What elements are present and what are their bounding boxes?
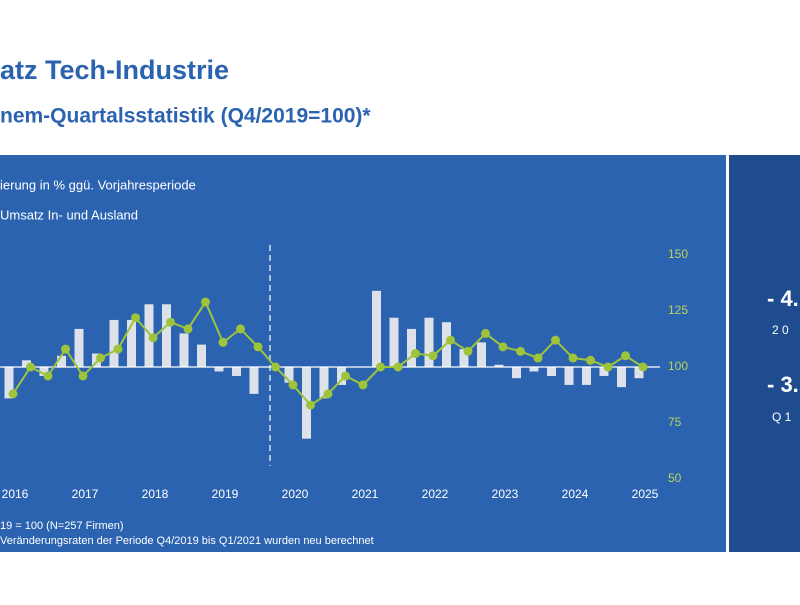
point bbox=[183, 324, 193, 334]
x-tick-label: 2019 bbox=[212, 487, 239, 501]
point bbox=[166, 317, 175, 327]
bar bbox=[547, 367, 556, 376]
x-tick-label: 2020 bbox=[282, 487, 309, 501]
point bbox=[201, 297, 210, 307]
point bbox=[61, 344, 70, 354]
x-tick-label: 2018 bbox=[142, 487, 169, 501]
x-tick-label: 2016 bbox=[2, 487, 29, 501]
bar bbox=[144, 304, 154, 367]
point bbox=[236, 324, 245, 334]
point bbox=[131, 313, 140, 323]
point bbox=[621, 351, 630, 361]
bar bbox=[634, 367, 644, 379]
point bbox=[463, 346, 473, 356]
point bbox=[148, 333, 158, 343]
point bbox=[481, 328, 490, 338]
y-tick-label: 75 bbox=[668, 415, 682, 429]
bar bbox=[407, 328, 416, 367]
bar bbox=[232, 367, 241, 376]
point bbox=[113, 344, 123, 354]
bar bbox=[22, 360, 31, 367]
point bbox=[306, 400, 315, 410]
bar bbox=[617, 367, 626, 388]
bar bbox=[319, 367, 329, 399]
x-tick-label: 2025 bbox=[632, 487, 659, 501]
bar bbox=[529, 367, 539, 372]
side-value: - 4. bbox=[767, 286, 799, 311]
point bbox=[603, 362, 613, 372]
chart-subtitle: nem-Quartalsstatistik (Q4/2019=100)* bbox=[0, 105, 371, 128]
bar bbox=[599, 367, 609, 376]
point bbox=[446, 335, 455, 345]
point bbox=[43, 371, 53, 381]
point bbox=[586, 355, 595, 365]
bar bbox=[302, 367, 311, 439]
side-panel bbox=[729, 155, 800, 552]
x-tick-label: 2023 bbox=[492, 487, 519, 501]
bar bbox=[39, 367, 49, 376]
bar bbox=[162, 304, 171, 367]
y-tick-label: 125 bbox=[668, 303, 688, 317]
side-label: Q 1 bbox=[772, 410, 792, 424]
point bbox=[288, 380, 298, 390]
side-value: - 3. bbox=[767, 372, 799, 397]
point bbox=[551, 335, 560, 345]
bar bbox=[4, 367, 14, 399]
x-tick-label: 2021 bbox=[352, 487, 379, 501]
bar bbox=[92, 353, 101, 367]
point bbox=[253, 342, 263, 352]
x-tick-label: 2022 bbox=[422, 487, 449, 501]
bar bbox=[564, 367, 574, 385]
point bbox=[358, 380, 368, 390]
point bbox=[393, 362, 403, 372]
point bbox=[411, 349, 420, 359]
chart-title: atz Tech-Industrie bbox=[0, 55, 229, 85]
point bbox=[516, 346, 525, 356]
bar bbox=[389, 317, 399, 367]
y-tick-label: 100 bbox=[668, 359, 688, 373]
legend-label: ierung in % ggü. Vorjahresperiode bbox=[0, 177, 196, 192]
bar bbox=[249, 367, 259, 394]
point bbox=[26, 362, 35, 372]
point bbox=[323, 389, 333, 399]
point bbox=[341, 371, 350, 381]
bar bbox=[477, 342, 486, 367]
point bbox=[428, 351, 438, 361]
bar bbox=[494, 364, 504, 367]
bar bbox=[109, 319, 119, 367]
point bbox=[96, 353, 105, 363]
bar bbox=[179, 333, 189, 367]
y-tick-label: 150 bbox=[668, 247, 688, 261]
bar bbox=[459, 349, 469, 367]
bar bbox=[214, 367, 224, 372]
point bbox=[218, 337, 228, 347]
bar bbox=[197, 344, 206, 367]
bar bbox=[127, 319, 136, 367]
bar bbox=[284, 367, 294, 383]
bar bbox=[57, 355, 66, 367]
footnote: 19 = 100 (N=257 Firmen) bbox=[0, 520, 124, 532]
point bbox=[498, 342, 508, 352]
x-tick-label: 2017 bbox=[72, 487, 99, 501]
bar bbox=[372, 290, 381, 367]
bar bbox=[582, 367, 591, 385]
point bbox=[568, 353, 578, 363]
point bbox=[376, 362, 385, 372]
bar bbox=[424, 317, 434, 367]
x-tick-label: 2024 bbox=[562, 487, 589, 501]
point bbox=[638, 362, 648, 372]
point bbox=[78, 371, 88, 381]
bar bbox=[512, 367, 521, 379]
bar bbox=[74, 328, 84, 367]
point bbox=[533, 353, 543, 363]
legend-label: Umsatz In- und Ausland bbox=[0, 207, 138, 222]
point bbox=[8, 389, 18, 399]
side-label: 2 0 bbox=[772, 323, 789, 337]
footnote: Veränderungsraten der Periode Q4/2019 bi… bbox=[0, 535, 374, 547]
point bbox=[271, 362, 280, 372]
y-tick-label: 50 bbox=[668, 471, 682, 485]
panel bbox=[0, 155, 726, 552]
